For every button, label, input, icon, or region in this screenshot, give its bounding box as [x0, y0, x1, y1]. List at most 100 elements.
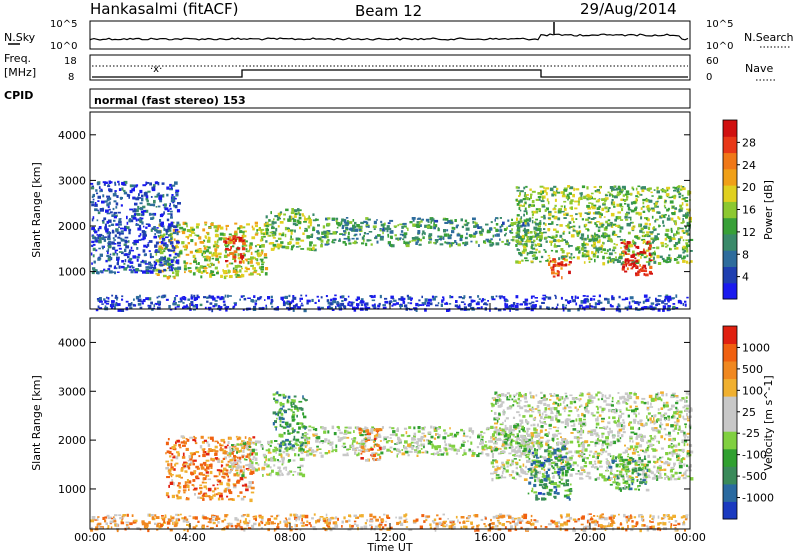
echo-cell [560, 210, 565, 213]
echo-cell [242, 308, 245, 311]
echo-cell [301, 473, 306, 478]
echo-cell [390, 236, 393, 240]
echo-cell [438, 235, 443, 238]
echo-cell [128, 249, 131, 253]
echo-cell [349, 221, 353, 224]
echo-cell [249, 498, 253, 503]
echo-cell [608, 194, 611, 197]
echo-cell [337, 425, 340, 429]
echo-cell [175, 474, 180, 477]
echo-cell [360, 304, 364, 306]
echo-cell [229, 262, 234, 265]
echo-cell [91, 271, 95, 275]
echo-cell [549, 260, 552, 263]
echo-cell [308, 219, 312, 223]
echo-cell [415, 308, 418, 312]
echo-cell [199, 472, 203, 476]
echo-cell [664, 295, 668, 298]
echo-cell [155, 259, 160, 261]
echo-cell [138, 193, 140, 196]
echo-cell [481, 228, 484, 233]
echo-cell [199, 490, 203, 494]
echo-cell [413, 450, 418, 453]
echo-cell [354, 426, 357, 429]
echo-cell [222, 269, 224, 272]
echo-cell [607, 191, 610, 194]
echo-cell [531, 200, 535, 204]
echo-cell [468, 303, 472, 306]
echo-cell [302, 397, 305, 400]
echo-cell [343, 432, 348, 435]
echo-cell [345, 227, 349, 229]
echo-cell [170, 213, 173, 217]
echo-cell [91, 218, 94, 222]
echo-cell [309, 222, 312, 227]
echo-cell [299, 457, 304, 461]
echo-cell [103, 236, 107, 238]
echo-cell [461, 225, 464, 229]
echo-cell [530, 424, 533, 427]
echo-cell [563, 200, 567, 203]
echo-cell [396, 442, 400, 445]
echo-cell [231, 463, 235, 466]
echo-cell [510, 439, 513, 444]
echo-cell [153, 235, 157, 239]
echo-cell [476, 446, 480, 449]
echo-cell [139, 294, 141, 298]
echo-cell [416, 447, 420, 450]
echo-cell [683, 464, 686, 467]
echo-cell [303, 218, 308, 221]
echo-cell [614, 252, 617, 254]
echo-cell [296, 409, 300, 412]
echo-cell [318, 448, 322, 450]
echo-cell [518, 391, 521, 395]
echo-cell [93, 270, 97, 272]
echo-cell [134, 239, 139, 244]
echo-cell [581, 306, 586, 310]
echo-cell [92, 267, 95, 271]
echo-cell [160, 225, 164, 227]
echo-cell [270, 242, 275, 244]
echo-cell [403, 427, 408, 430]
echo-cell [312, 227, 315, 231]
echo-cell [327, 439, 331, 443]
echo-cell [260, 232, 264, 235]
echo-cell [564, 264, 566, 267]
echo-cell [278, 244, 283, 248]
echo-cell [213, 448, 216, 452]
echo-cell [424, 232, 426, 235]
echo-cell [616, 236, 621, 238]
echo-cell [663, 189, 667, 193]
echo-cell [268, 223, 272, 226]
noise-right-tick-top: 10^5 [706, 19, 733, 30]
echo-cell [167, 209, 170, 212]
echo-cell [286, 425, 291, 428]
echo-cell [108, 270, 113, 274]
echo-cell [112, 207, 115, 211]
echo-cell [111, 271, 116, 273]
echo-cell [100, 208, 103, 212]
echo-cell [464, 244, 467, 247]
echo-cell [410, 441, 414, 444]
echo-cell [497, 452, 502, 455]
echo-cell [591, 234, 594, 237]
echo-cell [172, 275, 175, 278]
echo-cell [630, 259, 634, 262]
echo-cell [215, 245, 220, 247]
echo-cell [170, 210, 173, 213]
echo-cell [547, 235, 550, 238]
echo-cell [508, 307, 512, 310]
echo-cell [596, 207, 601, 210]
echo-cell [631, 266, 634, 268]
echo-cell [668, 207, 670, 211]
echo-cell [168, 239, 171, 243]
echo-cell [164, 248, 167, 250]
echo-cell [274, 426, 278, 428]
echo-cell [569, 456, 573, 460]
echo-cell [99, 300, 103, 303]
echo-cell [233, 473, 237, 477]
echo-cell [648, 199, 653, 203]
echo-cell [333, 432, 337, 436]
echo-cell [539, 220, 542, 222]
